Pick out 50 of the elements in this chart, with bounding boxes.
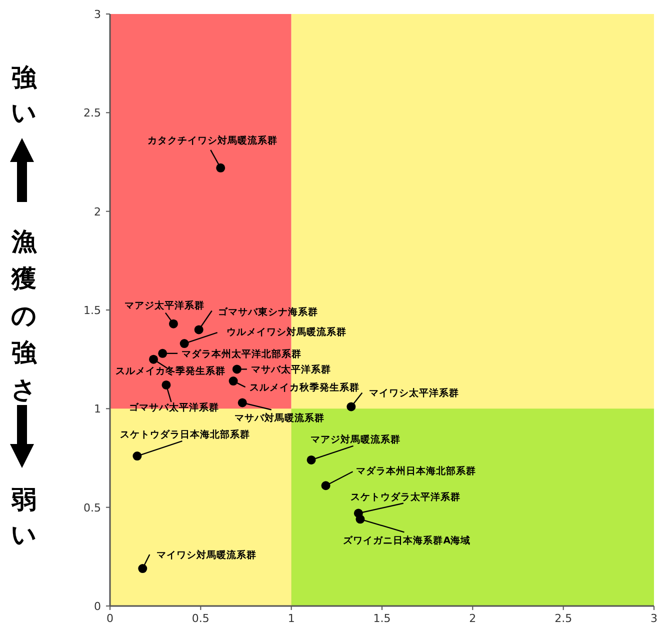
point [158, 348, 168, 358]
text: 強い [11, 63, 38, 127]
annotation: マイワシ太平洋系群 [369, 387, 460, 400]
point [216, 163, 226, 172]
y-tick-label: 2 [94, 205, 101, 218]
y-tick-label: 2.5 [84, 106, 101, 120]
annotation: カタクチイワシ対馬暖流系群 [148, 134, 278, 146]
y-tick-label: 1.5 [84, 304, 101, 317]
point [162, 380, 171, 390]
annotation: マサバ太平洋系群 [250, 364, 331, 376]
y-axis-title: 漁獲の強さ [10, 227, 38, 404]
annotation: スルメイカ冬季発生系群 [116, 364, 226, 377]
point [132, 452, 142, 461]
x-tick-label: 0.5 [192, 612, 210, 625]
point [168, 319, 178, 328]
point [180, 339, 189, 348]
point [194, 325, 204, 334]
y-tick-label: 3 [94, 8, 101, 21]
annotation: ゴマサバ東シナ海系群 [218, 306, 318, 318]
point [306, 455, 316, 464]
point [138, 564, 148, 574]
annotation: ゴマサバ太平洋系群 [129, 401, 220, 414]
y-tick-label: 1 [94, 402, 101, 416]
annotation: スケトウダラ日本海北部系群 [120, 428, 250, 441]
annotation: マアジ太平洋系群 [124, 299, 204, 312]
point [321, 481, 330, 490]
annotation: マアジ対馬暖流系群 [310, 433, 400, 446]
annotation: スルメイカ秋季発生系群 [249, 382, 360, 394]
annotation: ズワイガニ日本海系群A海域 [343, 534, 471, 547]
x-tick-label: 3 [650, 612, 658, 625]
point [238, 398, 247, 408]
point [232, 364, 242, 374]
x-tick-label: 2 [469, 612, 476, 625]
point [228, 376, 238, 386]
y-tick-label: 0 [94, 600, 101, 613]
text: 弱い [10, 485, 37, 549]
point [356, 514, 365, 524]
annotation: ウルメイワシ対馬暖流系群 [226, 326, 346, 338]
x-tick-label: 1.5 [373, 612, 391, 625]
x-tick-label: 2.5 [554, 612, 572, 625]
annotation: マダラ本州日本海北部系群 [356, 465, 476, 478]
y-tick-label: 0.5 [84, 501, 101, 514]
x-tick-label: 1 [288, 612, 295, 625]
point [149, 354, 158, 364]
point [346, 402, 356, 412]
x-tick-label: 0 [106, 612, 114, 625]
annotation: スケトウダラ太平洋系群 [350, 490, 460, 503]
annotation: マサバ対馬暖流系群 [234, 412, 324, 424]
annotation: マダラ本州太平洋北部系群 [182, 348, 302, 360]
annotation: マイワシ対馬暖流系群 [156, 549, 257, 562]
